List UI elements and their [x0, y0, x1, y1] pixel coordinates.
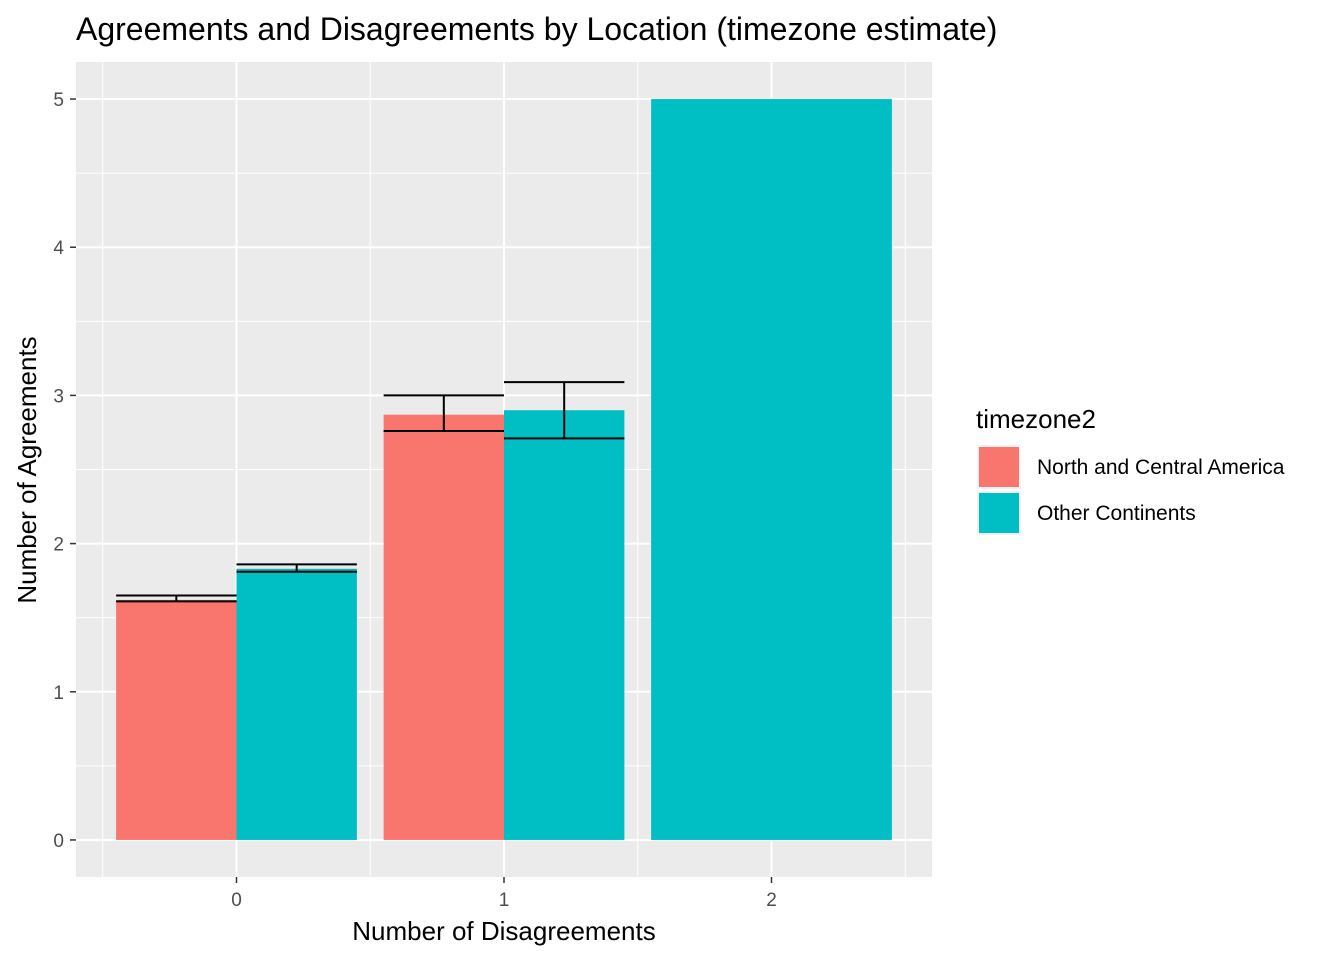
- y-tick-label: 3: [53, 386, 64, 407]
- x-tick-label: 2: [766, 890, 777, 911]
- legend-label: Other Continents: [1037, 502, 1196, 525]
- x-tick-label: 0: [231, 890, 242, 911]
- y-tick-label: 2: [53, 535, 64, 556]
- y-axis: 0 1 2 3 4 5: [53, 90, 76, 852]
- bar: [383, 414, 504, 840]
- legend-label: North and Central America: [1037, 456, 1285, 479]
- y-axis-title: Number of Agreements: [12, 336, 42, 603]
- chart-title: Agreements and Disagreements by Location…: [76, 11, 997, 47]
- x-tick-label: 1: [499, 890, 510, 911]
- x-axis-title: Number of Disagreements: [352, 916, 655, 946]
- y-tick-label: 4: [53, 238, 64, 259]
- bar: [504, 410, 625, 840]
- legend: timezone2 North and Central America Other…: [976, 404, 1285, 535]
- legend-title: timezone2: [976, 404, 1096, 434]
- bar: [651, 99, 892, 840]
- bars: [116, 99, 892, 840]
- y-tick-label: 5: [53, 90, 64, 111]
- error-bars: [116, 381, 625, 603]
- y-tick-label: 0: [53, 831, 64, 852]
- bar: [116, 599, 237, 840]
- y-tick-label: 1: [53, 683, 64, 704]
- x-axis: 0 1 2: [231, 877, 777, 911]
- legend-swatch: [979, 493, 1019, 533]
- legend-swatch: [979, 447, 1019, 487]
- bar: [236, 568, 357, 840]
